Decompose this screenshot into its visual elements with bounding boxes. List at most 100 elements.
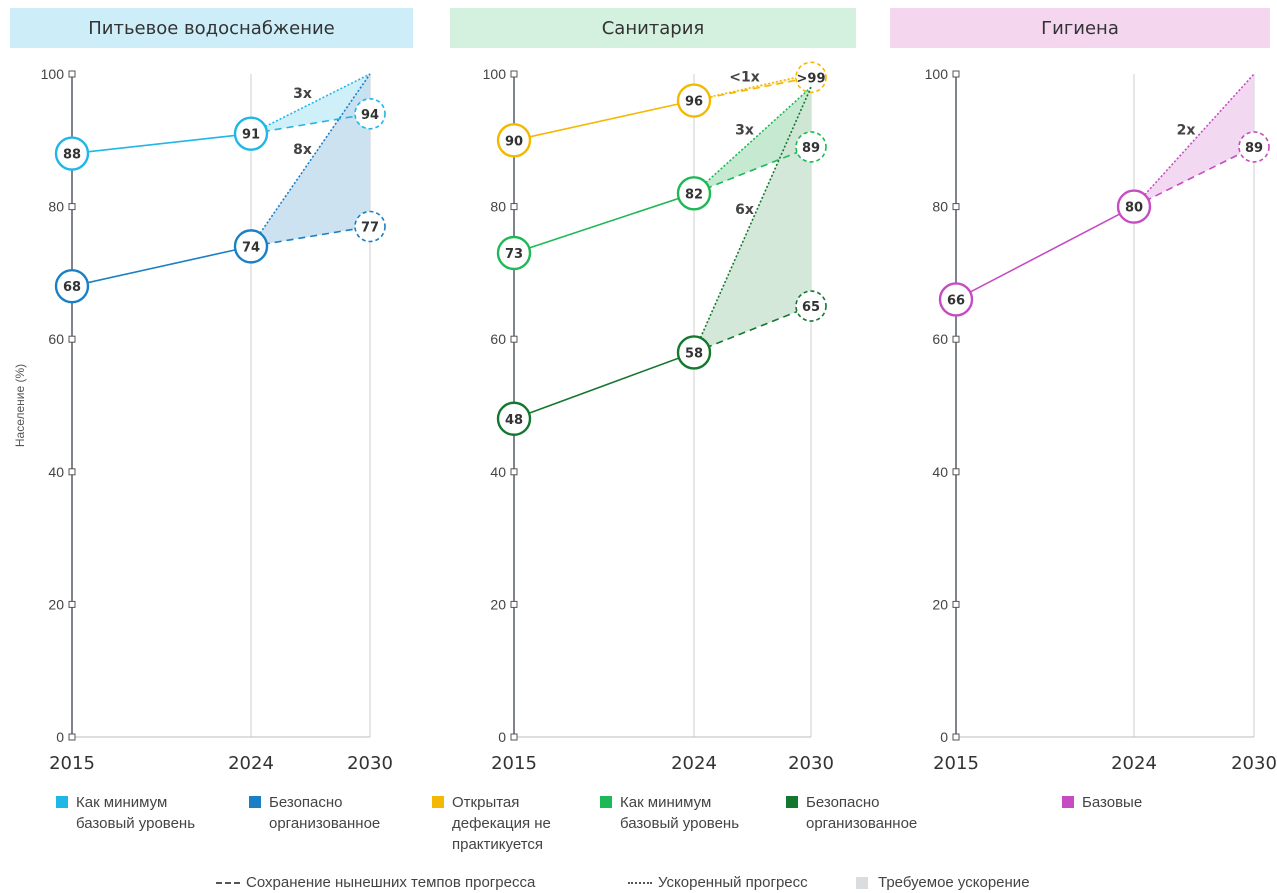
y-tick-mark [510,335,518,343]
data-point-label: 58 [685,346,703,361]
legend-swatch [432,796,444,808]
y-tick-label: 60 [932,331,948,347]
y-tick-label: 0 [498,729,506,745]
panel-header-sanitation: Санитария [450,8,856,48]
legend-label: Открытая дефекация не практикуется [452,794,551,853]
accelerated-line [250,73,371,247]
legend-swatch [786,796,798,808]
data-point-label: 90 [505,134,523,149]
projection-marker [354,210,386,243]
series-line [71,245,252,287]
data-point-marker [233,116,269,151]
legend-item-water-basic: Как минимум базовый уровень [56,792,195,834]
projection-label: 77 [361,220,379,235]
multiplier-label: 6x [735,202,754,218]
data-point-marker [54,268,90,304]
y-tick-mark [952,733,960,741]
y-tick-mark [952,468,960,476]
y-tick-mark [510,70,518,78]
projection-marker [1238,131,1270,163]
multiplier-label: 2x [1177,122,1196,138]
x-tick-label: 2015 [933,753,979,774]
y-tick-label: 20 [48,596,64,612]
legend-item-water-safe: Безопасно организованное [249,792,380,834]
series-line [513,99,695,142]
x-tick-label: 2024 [228,753,274,774]
y-tick-mark [68,468,76,476]
data-point-marker [496,235,532,271]
multiplier-label: 3x [293,86,312,102]
legend-label: Безопасно организованное [269,794,381,832]
dashed-line-icon [216,881,240,884]
data-point-marker [676,335,712,370]
legend-item-sanitation-basic: Как минимум базовый уровень [600,792,739,834]
y-tick-label: 40 [932,464,948,480]
data-point-label: 48 [505,413,523,428]
projection-marker [795,61,827,94]
data-point-label: 74 [242,240,260,255]
y-tick-mark [68,733,76,741]
x-tick-label: 2015 [491,753,537,774]
y-tick-label: 40 [490,464,506,480]
legend-accelerated: Ускоренный прогресс [628,874,808,891]
y-tick-label: 100 [41,66,65,82]
y-tick-label: 0 [940,729,948,745]
dotted-line-icon [628,881,652,884]
legend-swatch [600,796,612,808]
data-point-label: 66 [947,293,965,308]
x-tick-label: 2030 [788,753,834,774]
legend-item-sanitation-safe: Безопасно организованное [786,792,917,834]
legend-required-label: Требуемое ускорение [878,874,1030,891]
multiplier-label: 3x [735,122,754,138]
legend-current-pace-label: Сохранение нынешних темпов прогресса [246,874,536,891]
data-point-marker [676,83,712,118]
y-tick-label: 80 [490,199,506,215]
data-point-label: 82 [685,187,703,202]
legend-swatch [1062,796,1074,808]
y-tick-mark [510,733,518,741]
projection-marker [795,290,827,322]
projection-label: >99 [797,71,826,86]
panel-1: 0 20 40 60 80 100 2015 2024 2030 <1x 90 96 >99 3x 73 82… [483,61,834,774]
data-point-label: 73 [505,247,523,262]
projection-label: 65 [802,300,820,315]
y-tick-label: 100 [925,66,949,82]
x-tick-label: 2024 [671,753,717,774]
y-tick-mark [510,600,518,608]
panel-2: 0 20 40 60 80 100 2015 2024 2030 2x 66 80 89 [925,66,1277,774]
series-line [955,205,1135,301]
legend-required: Требуемое ускорение [856,874,1030,891]
legend-current-pace: Сохранение нынешних темпов прогресса [216,874,535,891]
current-pace-line [693,305,812,354]
projection-marker [354,97,386,130]
data-point-label: 91 [242,128,260,143]
legend-swatch [56,796,68,808]
accelerated-line [1133,73,1255,208]
projection-label: 89 [1245,141,1263,156]
current-pace-line [250,225,371,248]
legend-accelerated-label: Ускоренный прогресс [658,874,808,891]
y-tick-mark [510,203,518,211]
x-tick-label: 2024 [1111,753,1157,774]
data-point-label: 88 [63,148,81,163]
legend-item-hygiene-basic: Базовые [1062,792,1142,813]
series-line [513,351,695,420]
data-point-marker [496,123,532,158]
legend-required-swatch [856,876,868,889]
y-tick-label: 100 [483,66,507,82]
multiplier-label: <1x [729,69,760,85]
data-point-marker [676,176,712,211]
panel-0: 0 20 40 60 80 100 2015 2024 2030 3x 88 91 94 8x 68 74 77 [41,66,393,774]
legend-label: Как минимум базовый уровень [620,794,740,832]
y-tick-label: 20 [490,596,506,612]
legend-label: Базовые [1082,794,1143,811]
x-tick-label: 2030 [347,753,393,774]
y-tick-mark [952,70,960,78]
y-tick-mark [68,70,76,78]
y-axis-title: Население (%) [13,364,27,447]
data-point-marker [496,401,532,436]
y-tick-label: 0 [56,729,64,745]
legend-item-open-defecation: Открытая дефекация не практикуется [432,792,551,855]
y-tick-mark [952,203,960,211]
current-pace-line [693,76,812,102]
